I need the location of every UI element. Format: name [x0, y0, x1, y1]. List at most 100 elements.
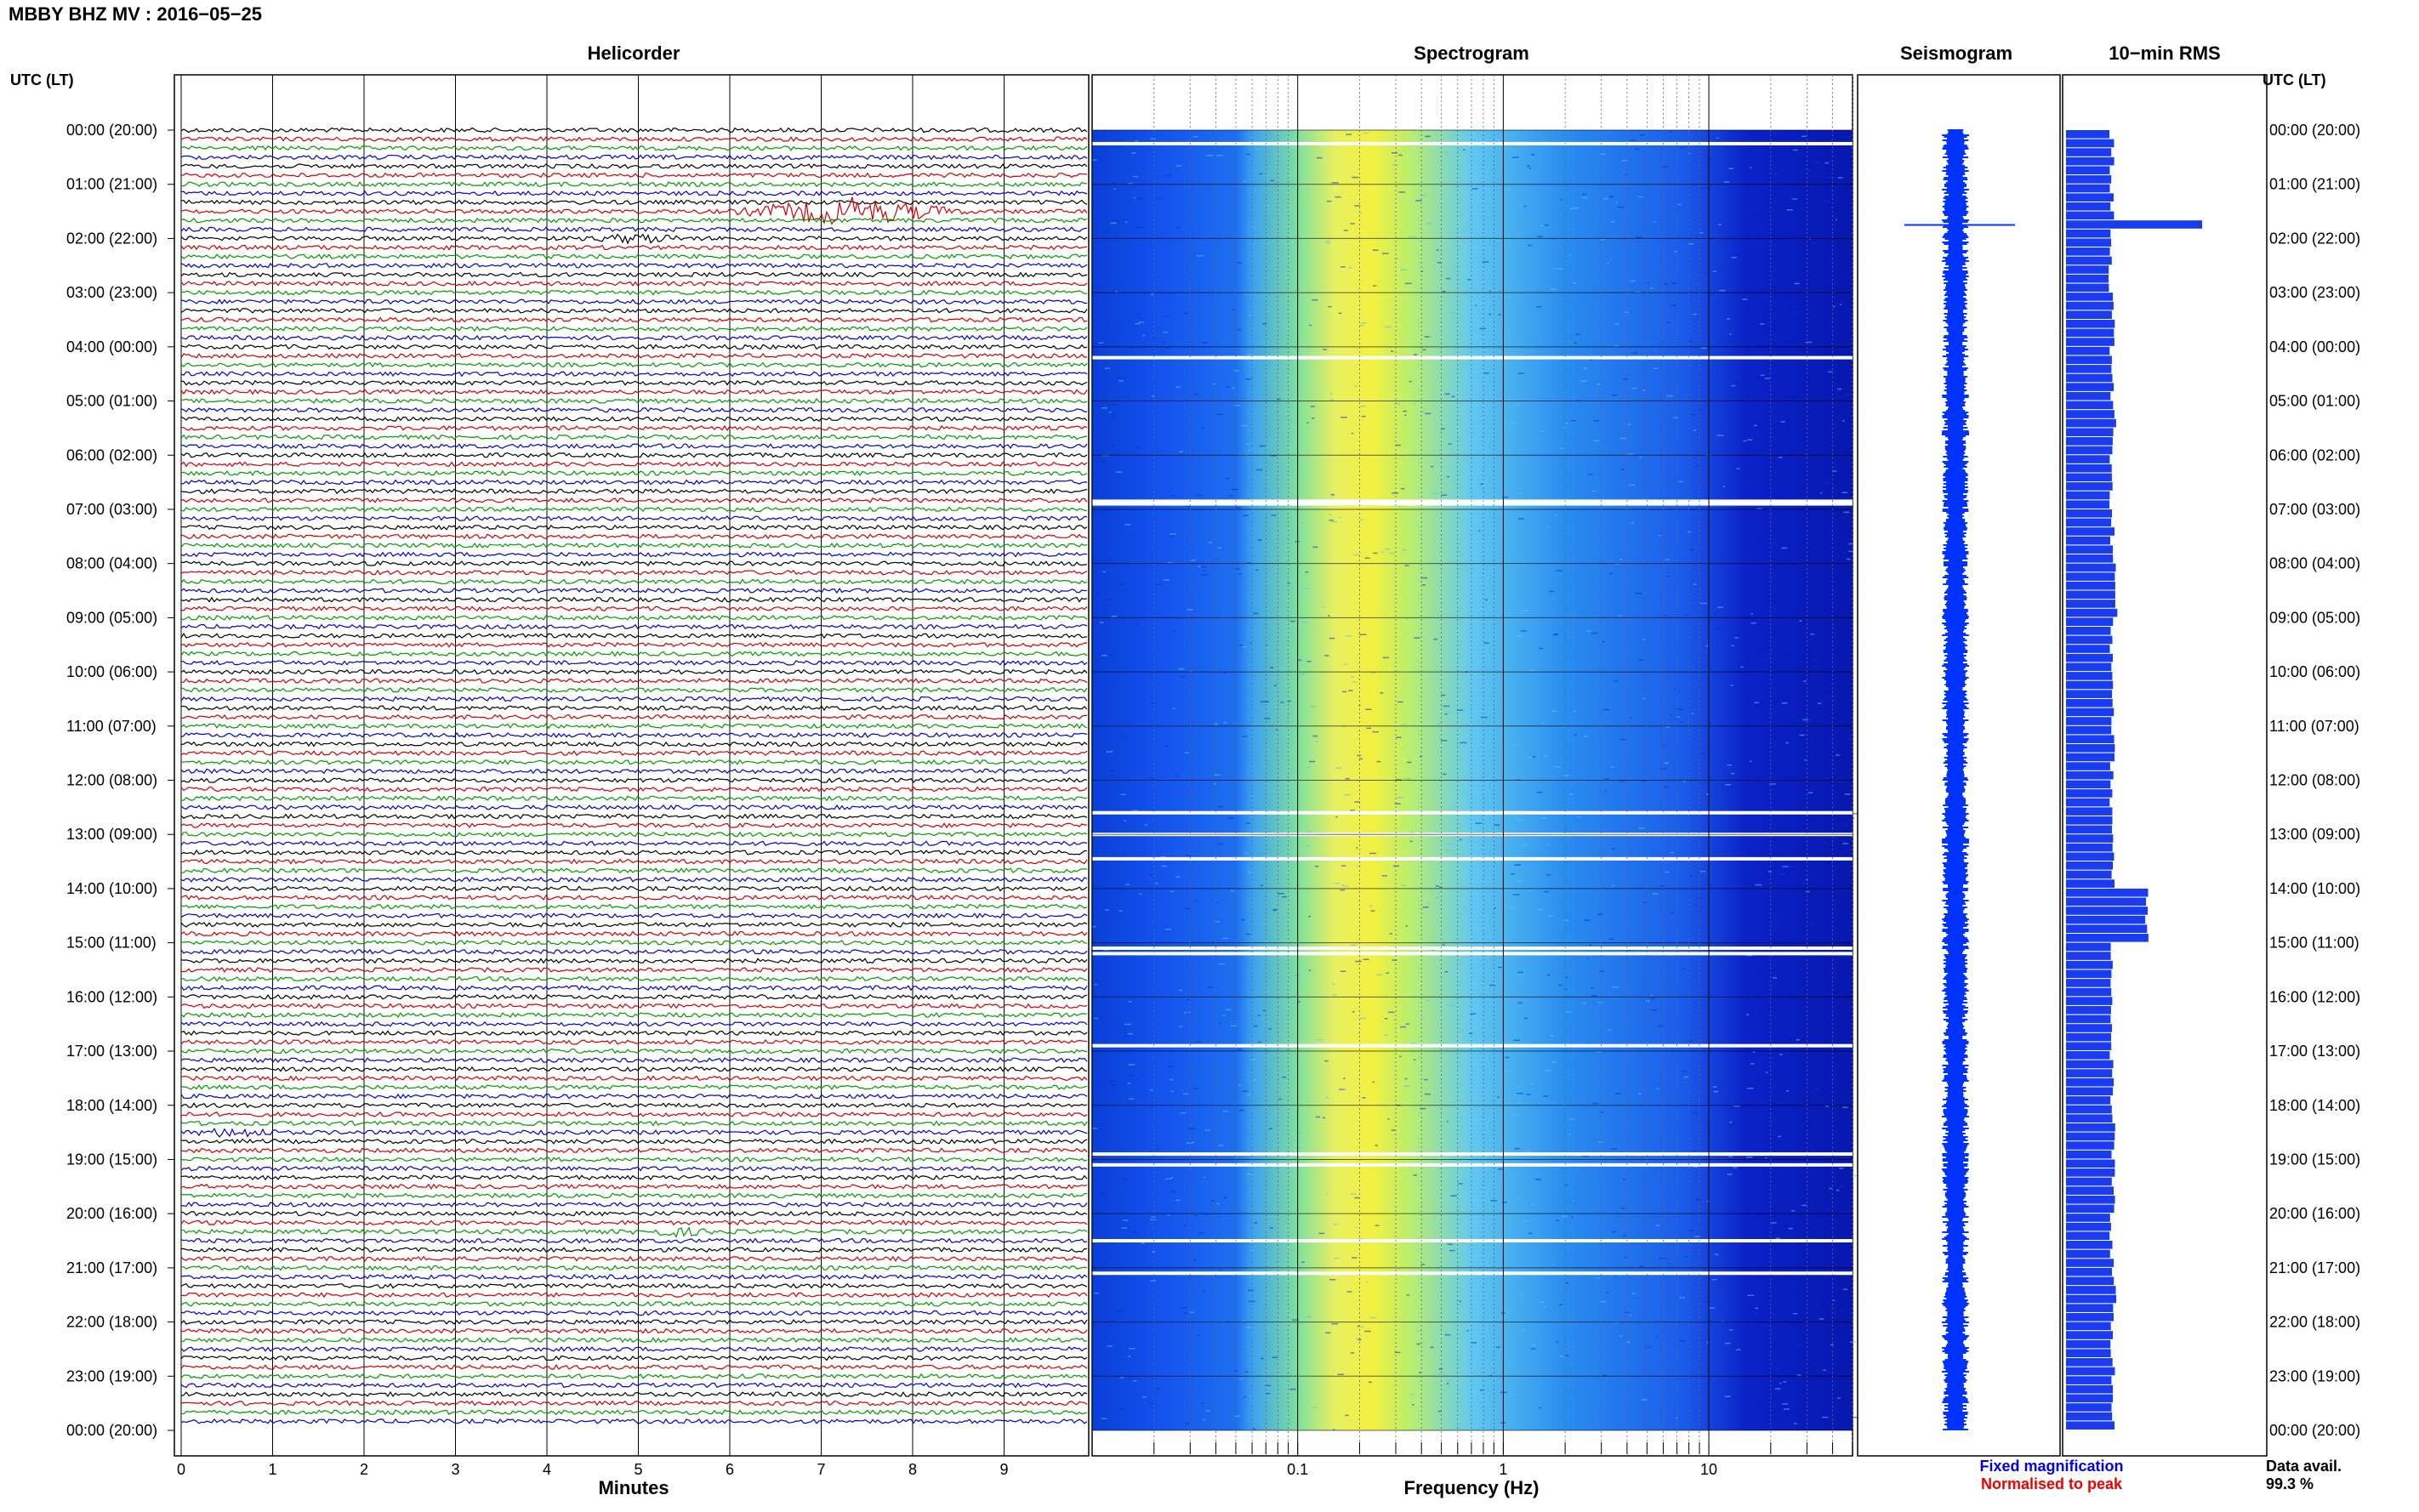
helicorder-trace [180, 1226, 1088, 1238]
spectrogram-speckle [1401, 747, 1403, 749]
rms-bar [2066, 1105, 2112, 1114]
spectrogram-speckle [1824, 482, 1830, 484]
spectrogram-speckle [1292, 975, 1300, 976]
spectrogram-speckle [1546, 873, 1551, 876]
helicorder-trace [180, 1202, 1088, 1208]
spectrogram-speckle [1603, 197, 1609, 200]
spectrogram-speckle [1276, 514, 1278, 516]
spectrogram-speckle [1255, 469, 1263, 471]
spectrogram-speckle [1612, 986, 1619, 988]
spectrogram-speckle [1619, 437, 1627, 440]
spectrogram-speckle [1516, 880, 1523, 882]
rms-bar [2066, 1241, 2113, 1249]
spectrogram-speckle [1136, 446, 1140, 449]
rms-bar [2066, 635, 2113, 645]
helicorder-trace [180, 1128, 1088, 1138]
spectrogram-speckle [1394, 1351, 1401, 1354]
spectrogram-speckle [1727, 742, 1734, 744]
spectrogram-speckle [1515, 816, 1518, 819]
spectrogram-speckle [1167, 562, 1173, 564]
spectrogram-speckle [1185, 855, 1192, 856]
spectrogram-speckle [1398, 505, 1403, 508]
spectrogram-speckle [1426, 999, 1430, 1002]
spectrogram-speckle [1283, 1305, 1287, 1307]
spectrogram-speckle [1155, 1148, 1158, 1150]
spectrogram-speckle [1595, 1050, 1602, 1053]
rms-bar [2066, 401, 2114, 410]
time-label-right: 09:00 (05:00) [2269, 609, 2360, 626]
spectrogram-speckle [1799, 620, 1802, 622]
spectrogram-speckle [1460, 230, 1467, 233]
spectrogram-speckle [1663, 786, 1669, 788]
spectrogram-speckle [1357, 1325, 1360, 1327]
rms-bar [2066, 708, 2114, 717]
spectrogram-speckle [1740, 666, 1744, 668]
spectrogram-speckle [1665, 726, 1671, 728]
spectrogram-speckle [1613, 680, 1619, 682]
spectrogram-speckle [1189, 1311, 1195, 1313]
rms-bar [2066, 1384, 2114, 1394]
helicorder-trace [180, 894, 1088, 901]
spectrogram-speckle [1186, 998, 1191, 1001]
spectrogram-speckle [1799, 734, 1805, 736]
time-labels-right: 00:00 (20:00)01:00 (21:00)02:00 (22:00)0… [2269, 122, 2360, 1439]
spectrogram-speckle [1705, 1329, 1710, 1332]
seismogram-title: Seismogram [1900, 43, 2012, 64]
spectrogram-speckle [1363, 958, 1369, 960]
spectrogram-speckle [1665, 576, 1671, 577]
spectrogram-speckle [1351, 432, 1354, 435]
spectrogram-speckle [1552, 634, 1559, 636]
spectrogram-speckle [1351, 1193, 1357, 1195]
helicorder-trace [180, 352, 1088, 359]
spectrogram-speckle [1246, 1094, 1251, 1096]
helicorder-trace [180, 623, 1088, 630]
spectrogram-gap [1092, 1152, 1853, 1157]
helicorder-trace [180, 1373, 1088, 1379]
spectrogram-speckle [1526, 165, 1531, 168]
spectrogram-speckle [1101, 407, 1108, 409]
spectrogram-speckle [1262, 323, 1267, 325]
helicorder-trace [180, 885, 1088, 892]
spectrogram-speckle [1688, 340, 1693, 343]
spectrogram-speckle [1255, 148, 1262, 151]
spectrogram-speckle [1611, 848, 1615, 850]
spectrogram-speckle [1218, 1023, 1221, 1025]
spectrogram-speckle [1136, 313, 1141, 315]
spectrogram-speckle [1168, 1214, 1170, 1216]
spectrogram-speckle [1257, 1015, 1261, 1016]
helicorder-trace [180, 759, 1088, 765]
helicorder-trace [180, 162, 1088, 169]
spectrogram-speckle [1105, 909, 1110, 911]
spectrogram-speckle [1494, 824, 1500, 826]
spectrogram-speckle [1301, 522, 1305, 524]
rms-bar [2066, 952, 2111, 960]
spectrogram-speckle [1329, 637, 1335, 639]
spectrogram-speckle [1742, 298, 1748, 300]
spectrogram-speckle [1596, 384, 1601, 385]
spectrogram-speckle [1773, 1003, 1777, 1006]
spectrogram-speckle [1105, 324, 1112, 326]
spectrogram-speckle [1420, 577, 1428, 579]
spectrogram-speckle [1350, 1352, 1355, 1354]
frequency-tick-label: 1 [1499, 1461, 1507, 1478]
spectrogram-speckle [1597, 1141, 1603, 1144]
spectrogram-speckle [1369, 1316, 1376, 1319]
spectrogram-speckle [1226, 477, 1230, 480]
spectrogram-speckle [1750, 1063, 1755, 1065]
spectrogram-speckle [1528, 1232, 1533, 1235]
rms-bar [2066, 391, 2111, 401]
spectrogram-gap [1092, 141, 1853, 145]
spectrogram-speckle [1360, 1326, 1365, 1328]
spectrogram-speckle [1835, 892, 1838, 894]
spectrogram-speckle [1560, 199, 1563, 201]
spectrogram-speckle [1280, 401, 1283, 402]
spectrogram-speckle [1151, 395, 1155, 397]
spectrogram-speckle [1792, 866, 1799, 867]
spectrogram-speckle [1161, 865, 1168, 867]
spectrogram-speckle [1382, 657, 1390, 659]
spectrogram-speckle [1261, 1357, 1264, 1360]
time-label-right: 00:00 (20:00) [2269, 122, 2360, 139]
spectrogram-speckle [1453, 265, 1460, 268]
spectrogram-speckle [1710, 372, 1715, 374]
spectrogram-speckle [1234, 370, 1240, 372]
